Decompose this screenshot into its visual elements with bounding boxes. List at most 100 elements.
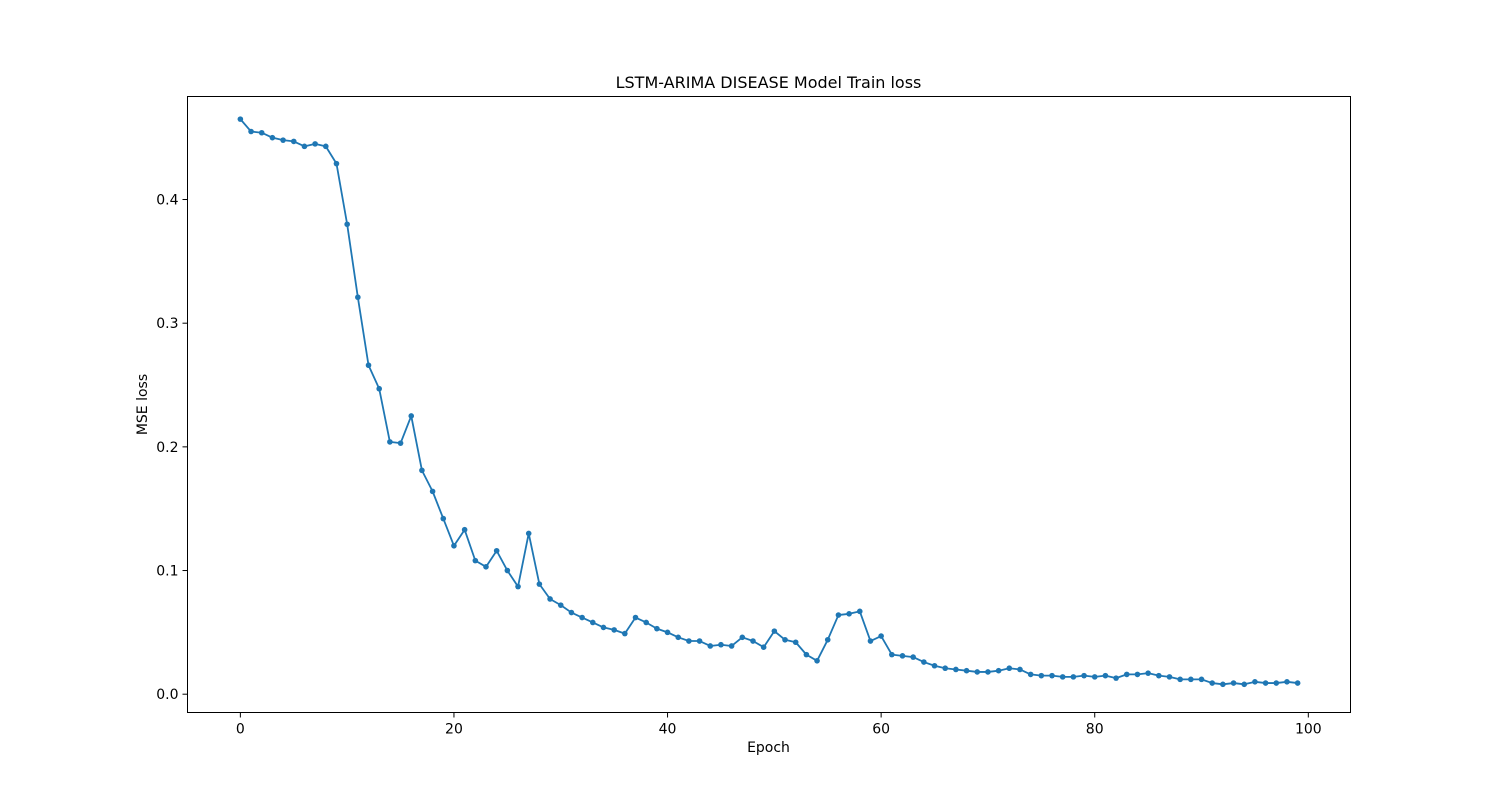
data-point (376, 385, 383, 392)
data-point (1209, 680, 1215, 686)
data-point (835, 612, 842, 618)
data-point (1284, 679, 1290, 685)
x-tick-label: 20 (445, 722, 463, 738)
data-point (782, 636, 788, 643)
data-point (451, 542, 457, 549)
data-point (878, 633, 884, 639)
data-point (333, 160, 340, 167)
data-point (397, 440, 404, 446)
data-point (365, 362, 372, 369)
data-point (995, 667, 1002, 674)
x-axis-title: Epoch (747, 740, 790, 756)
data-point (814, 658, 820, 664)
data-point (1273, 680, 1280, 686)
data-point (1027, 671, 1034, 678)
data-point (1091, 674, 1098, 680)
data-point (867, 638, 874, 644)
data-point (1134, 671, 1141, 678)
data-point (963, 667, 970, 674)
data-point (942, 665, 949, 672)
data-point (931, 662, 938, 669)
data-point (1070, 674, 1077, 680)
plot-area (237, 116, 1301, 688)
data-point (1198, 676, 1205, 683)
data-point (1006, 665, 1013, 672)
x-axis: 0 20 40 60 80 100 (236, 712, 1322, 738)
x-tick-label: 0 (236, 722, 245, 738)
data-point (1177, 676, 1183, 683)
data-point (525, 530, 532, 537)
data-point (803, 651, 810, 658)
data-point (258, 129, 265, 136)
data-point (355, 294, 361, 301)
data-point (1049, 672, 1055, 679)
data-point (312, 141, 318, 147)
data-point (387, 439, 393, 445)
data-point (953, 666, 959, 673)
x-tick-label: 40 (659, 722, 677, 738)
data-point (269, 134, 276, 141)
data-point (1241, 681, 1248, 688)
data-point (792, 639, 799, 646)
data-point (760, 644, 767, 650)
data-point (290, 138, 297, 145)
data-point (248, 128, 254, 135)
data-point (824, 636, 831, 643)
data-point (1166, 674, 1173, 680)
data-point (301, 143, 308, 150)
data-point (728, 643, 735, 649)
data-point (237, 116, 244, 122)
data-point (1017, 666, 1023, 673)
data-point (568, 609, 575, 616)
data-point (622, 630, 628, 637)
data-point (408, 413, 415, 419)
data-point (643, 619, 649, 626)
data-point (611, 627, 617, 633)
data-point (1081, 672, 1087, 679)
data-point (483, 564, 489, 570)
data-point (557, 602, 564, 608)
data-point (1038, 672, 1045, 679)
data-point (589, 619, 596, 626)
data-point (921, 659, 927, 665)
data-point (493, 547, 500, 554)
data-point (280, 137, 286, 143)
data-point (515, 583, 521, 590)
data-point (985, 669, 991, 675)
data-point (686, 638, 692, 644)
data-point (1252, 679, 1258, 685)
data-point (547, 596, 553, 602)
plot-frame (187, 96, 1351, 713)
data-point (632, 614, 639, 621)
data-point (1262, 680, 1269, 686)
data-point (846, 611, 852, 617)
data-point (1145, 670, 1151, 676)
data-point (664, 629, 671, 636)
data-point (739, 634, 746, 641)
data-point (750, 638, 756, 644)
data-point (654, 625, 660, 632)
y-axis: 0.0 0.1 0.2 0.3 0.4 (156, 193, 188, 703)
series-line (239, 118, 1298, 686)
data-point (429, 488, 436, 495)
data-point (1123, 671, 1130, 678)
data-point (1113, 675, 1119, 681)
data-point (504, 567, 511, 574)
data-point (771, 628, 778, 634)
data-point (579, 614, 585, 621)
data-point (419, 467, 425, 474)
data-point (344, 221, 350, 228)
data-point (1230, 680, 1237, 686)
y-tick-label: 0.0 (156, 687, 178, 703)
data-point (707, 643, 714, 649)
x-tick-label: 80 (1086, 722, 1104, 738)
data-point (1294, 680, 1301, 686)
x-tick-label: 60 (872, 722, 890, 738)
data-point (461, 526, 468, 533)
data-point (1059, 674, 1066, 680)
data-point (600, 624, 607, 631)
data-point (974, 669, 981, 675)
data-point (1156, 672, 1162, 679)
data-point (856, 608, 863, 615)
y-tick-label: 0.1 (156, 564, 178, 580)
